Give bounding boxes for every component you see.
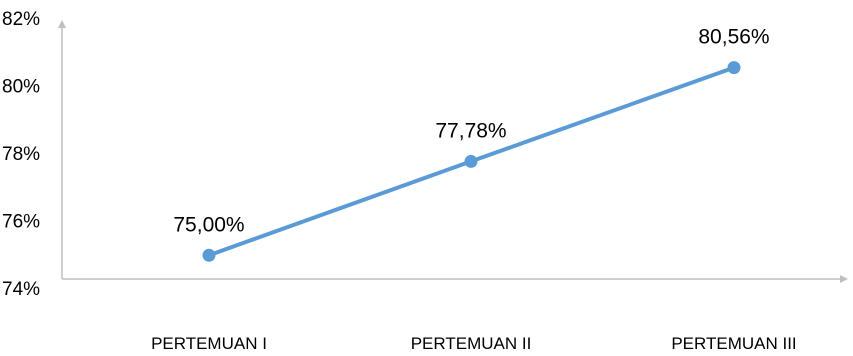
chart-axes xyxy=(58,20,848,283)
x-tick-labels: PERTEMUAN I PERTEMUAN II PERTEMUAN III xyxy=(151,334,797,353)
y-tick-label: 80% xyxy=(2,77,40,98)
y-tick-label: 78% xyxy=(2,144,40,165)
y-tick-label: 76% xyxy=(2,212,40,233)
y-tick-label: 74% xyxy=(2,279,40,300)
x-tick-label: PERTEMUAN II xyxy=(411,334,532,353)
data-labels: 75,00% 77,78% 80,56% xyxy=(173,26,769,237)
data-point xyxy=(727,61,741,75)
series-group xyxy=(202,61,741,262)
y-tick-label: 82% xyxy=(2,9,40,30)
y-tick-labels: 74% 76% 78% 80% 82% xyxy=(2,9,40,300)
data-label: 80,56% xyxy=(698,26,769,49)
data-label: 75,00% xyxy=(173,213,244,236)
x-tick-label: PERTEMUAN III xyxy=(671,334,796,353)
data-label: 77,78% xyxy=(435,119,506,142)
data-point xyxy=(464,154,478,168)
x-axis-arrow xyxy=(840,275,848,283)
x-tick-label: PERTEMUAN I xyxy=(151,334,267,353)
y-axis-arrow xyxy=(58,20,66,28)
data-point xyxy=(202,248,216,262)
